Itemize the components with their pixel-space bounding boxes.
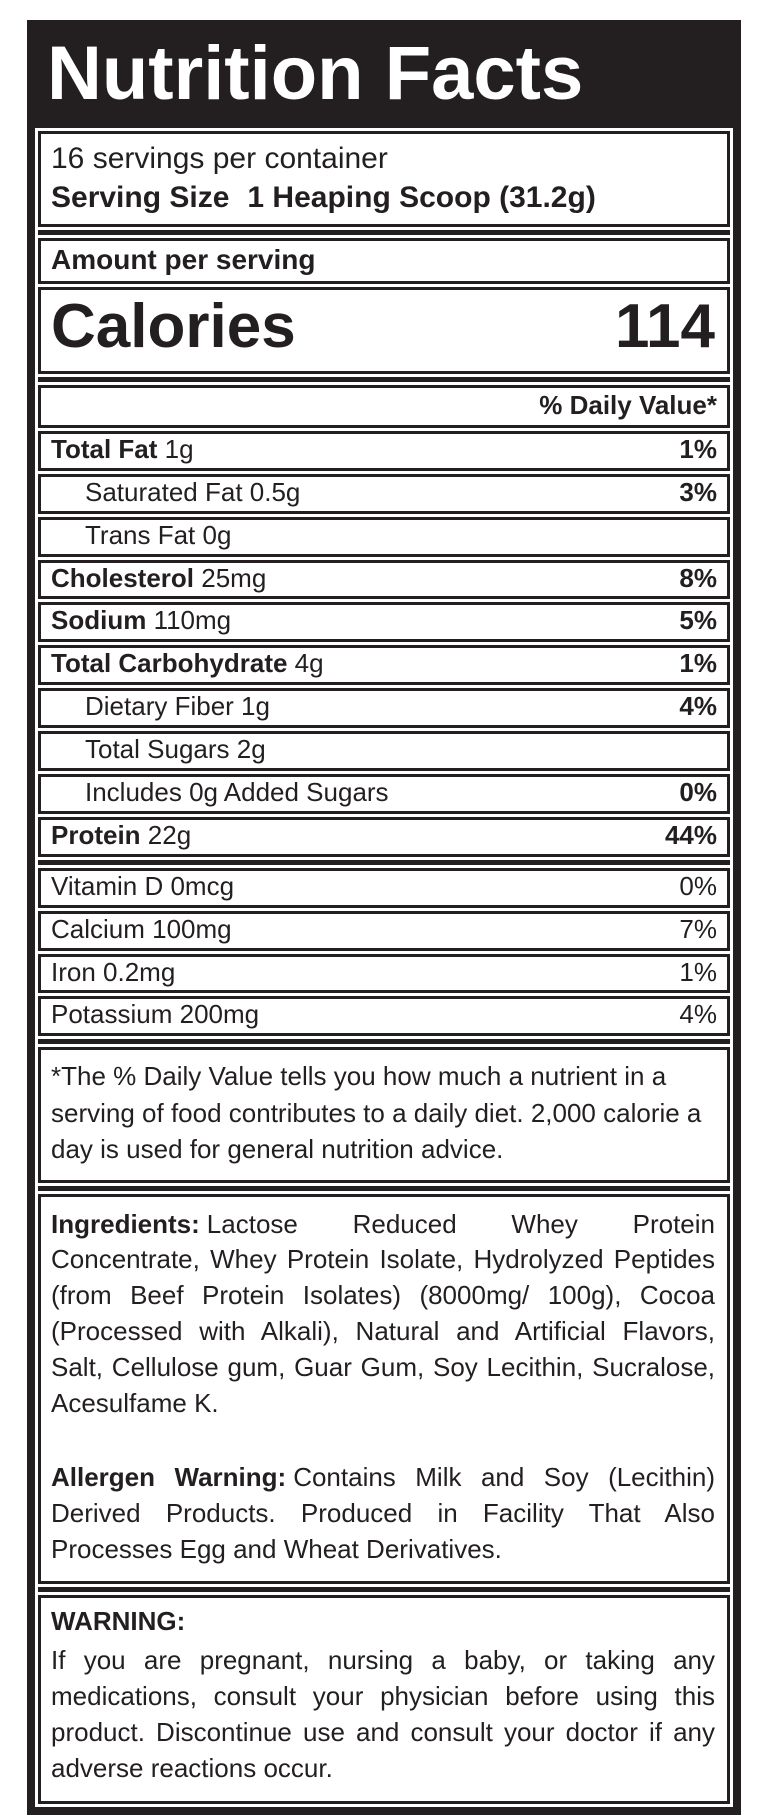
nutrient-name: Cholesterol [51, 562, 195, 593]
ingredients-section: Ingredients: Lactose Reduced Whey Protein… [38, 1193, 730, 1585]
micronutrient-name: Potassium 200mg [51, 999, 260, 1030]
nutrition-facts-title: Nutrition Facts [47, 31, 584, 116]
nutrient-name-group: Sodium 110mg [51, 606, 231, 636]
nutrient-dv: 8% [679, 562, 717, 593]
micronutrient-rows: Vitamin D 0mcg 0% Calcium 100mg 7% Iron … [38, 867, 730, 1037]
nutrient-amount: 0.5g [242, 476, 301, 507]
nutrient-name: Protein [51, 819, 141, 850]
serving-size-label: Serving Size [51, 180, 230, 214]
micronutrient-dv: 4% [679, 999, 717, 1030]
thick-separator [38, 859, 730, 865]
nutrient-name: Trans Fat [85, 519, 196, 550]
nutrient-name-group: Trans Fat 0g [85, 519, 232, 551]
nutrient-row: Trans Fat 0g [38, 516, 730, 557]
label-header: Nutrition Facts [35, 28, 733, 128]
micronutrient-dv: 7% [679, 913, 717, 944]
micronutrient-name: Vitamin D 0mcg [51, 870, 235, 901]
nutrient-dv: 1% [679, 648, 717, 679]
thick-separator [38, 229, 730, 235]
micronutrient-row: Iron 0.2mg 1% [38, 953, 730, 994]
nutrient-dv: 1% [679, 433, 717, 464]
nutrient-dv: 5% [679, 605, 717, 636]
allergen-paragraph: Allergen Warning: Contains Milk and Soy (… [51, 1460, 715, 1568]
ingredients-text: Lactose Reduced Whey Protein Concentrate… [51, 1208, 715, 1418]
nutrient-name-group: Total Carbohydrate 4g [51, 648, 324, 679]
calories-label: Calories [51, 291, 296, 361]
nutrient-row: Includes 0g Added Sugars 0% [38, 774, 730, 814]
nutrient-name: Dietary Fiber [85, 691, 234, 722]
nutrient-row: Dietary Fiber 1g 4% [38, 688, 730, 729]
nutrient-row: Cholesterol 25mg 8% [38, 559, 730, 600]
nutrient-name-group: Dietary Fiber 1g [85, 691, 270, 722]
micronutrient-row: Calcium 100mg 7% [38, 910, 730, 951]
ingredients-paragraph: Ingredients: Lactose Reduced Whey Protein… [51, 1207, 715, 1422]
calories-value: 114 [614, 291, 715, 361]
thick-separator [38, 1039, 730, 1045]
nutrient-name: Saturated Fat [85, 476, 243, 507]
nutrition-facts-label: Nutrition Facts 16 servings per containe… [27, 20, 741, 1815]
nutrient-amount: 1g [157, 433, 194, 464]
servings-section: 16 servings per container Serving Size 1 … [38, 130, 730, 227]
warning-text: If you are pregnant, nursing a baby, or … [51, 1645, 715, 1784]
nutrient-amount: 25mg [194, 562, 267, 593]
thick-separator [38, 1185, 730, 1191]
nutrient-amount: 0g [195, 519, 232, 550]
micronutrient-name: Calcium 100mg [51, 913, 232, 944]
nutrient-name-group: Includes 0g Added Sugars [85, 777, 389, 808]
nutrient-rows: Total Fat 1g 1% Saturated Fat 0.5g 3% Tr… [38, 430, 730, 857]
daily-value-header: % Daily Value* [38, 384, 730, 428]
servings-per-container: 16 servings per container [51, 141, 388, 175]
nutrient-name: Total Carbohydrate [51, 648, 288, 679]
nutrient-row: Sodium 110mg 5% [38, 602, 730, 643]
nutrient-name: Total Sugars [85, 734, 230, 765]
micronutrient-name: Iron 0.2mg [51, 956, 176, 987]
micronutrient-dv: 1% [679, 956, 717, 987]
calories-section: Calories 114 [38, 286, 730, 374]
nutrient-row: Total Carbohydrate 4g 1% [38, 645, 730, 686]
nutrient-dv: 4% [679, 691, 717, 722]
nutrient-amount: 2g [229, 734, 266, 765]
micronutrient-dv: 0% [679, 870, 717, 901]
nutrient-name: Sodium [51, 605, 147, 636]
amount-per-serving-label: Amount per serving [38, 237, 730, 284]
nutrient-dv: 0% [679, 777, 717, 808]
nutrient-amount: 4g [287, 648, 324, 679]
footnote-text: *The % Daily Value tells you how much a … [51, 1061, 702, 1165]
nutrient-name-group: Saturated Fat 0.5g [85, 476, 301, 508]
nutrient-name: Total Fat [51, 433, 158, 464]
allergen-warning-label: Allergen Warning: [51, 1461, 287, 1492]
nutrient-row: Protein 22g 44% [38, 816, 730, 857]
nutrient-amount: 22g [140, 819, 192, 850]
nutrient-amount: 1g [233, 691, 270, 722]
footnote-section: *The % Daily Value tells you how much a … [38, 1047, 730, 1183]
nutrient-name-group: Total Sugars 2g [85, 734, 266, 765]
nutrient-name-group: Total Fat 1g [51, 433, 194, 465]
serving-size-value: 1 Heaping Scoop (31.2g) [247, 180, 596, 214]
nutrient-row: Saturated Fat 0.5g 3% [38, 473, 730, 514]
nutrient-name: Includes 0g Added Sugars [85, 777, 389, 808]
micronutrient-row: Potassium 200mg 4% [38, 996, 730, 1037]
nutrient-name-group: Protein 22g [51, 819, 192, 851]
serving-size-line: Serving Size 1 Heaping Scoop (31.2g) [51, 178, 717, 217]
nutrient-name-group: Cholesterol 25mg [51, 562, 267, 594]
thick-separator [38, 1587, 730, 1593]
allergen-warning-text: Contains Milk and Soy (Lecithin) Derived… [51, 1461, 715, 1564]
nutrient-amount: 110mg [146, 605, 232, 636]
micronutrient-row: Vitamin D 0mcg 0% [38, 867, 730, 908]
nutrient-dv: 3% [679, 476, 717, 507]
nutrient-dv: 44% [664, 819, 717, 850]
warning-label: WARNING: [51, 1606, 186, 1637]
nutrient-row: Total Sugars 2g [38, 731, 730, 772]
ingredients-label: Ingredients: [51, 1208, 200, 1239]
thick-separator [38, 376, 730, 382]
nutrient-row: Total Fat 1g 1% [38, 430, 730, 471]
